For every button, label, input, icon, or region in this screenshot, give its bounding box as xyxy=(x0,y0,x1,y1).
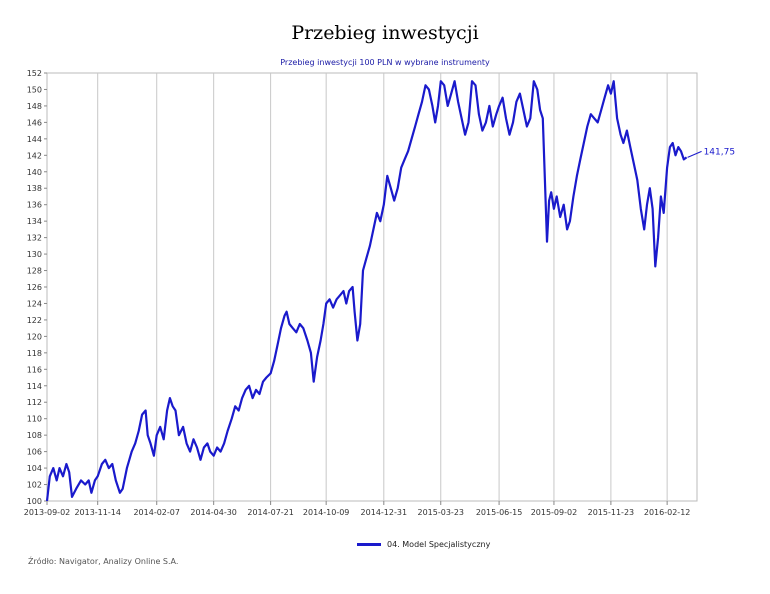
y-tick-label: 134 xyxy=(27,217,42,226)
x-tick-label: 2015-06-15 xyxy=(476,508,523,517)
y-tick-label: 144 xyxy=(27,135,42,144)
y-tick-label: 142 xyxy=(27,151,42,160)
source-note: Źródło: Navigator, Analizy Online S.A. xyxy=(28,557,179,566)
y-tick-label: 108 xyxy=(27,431,42,440)
legend: 04. Model Specjalistyczny xyxy=(357,540,490,549)
y-tick-label: 150 xyxy=(27,85,42,94)
y-tick-label: 138 xyxy=(27,184,42,193)
y-tick-label: 118 xyxy=(27,349,42,358)
x-tick-label: 2013-11-14 xyxy=(74,508,121,517)
y-tick-label: 148 xyxy=(27,102,42,111)
x-tick-label: 2015-03-23 xyxy=(418,508,465,517)
y-tick-label: 152 xyxy=(27,69,42,78)
y-tick-label: 126 xyxy=(27,283,42,292)
y-tick-label: 114 xyxy=(27,382,42,391)
y-tick-label: 100 xyxy=(27,497,42,506)
y-tick-label: 116 xyxy=(27,365,42,374)
y-tick-label: 120 xyxy=(27,332,42,341)
plot-frame xyxy=(46,72,698,502)
series-line xyxy=(45,80,688,502)
x-tick-label: 2013-09-02 xyxy=(24,508,71,517)
x-tick-label: 2014-02-07 xyxy=(133,508,180,517)
legend-label[interactable]: 04. Model Specjalistyczny xyxy=(387,540,491,549)
x-tick-label: 2014-12-31 xyxy=(361,508,408,517)
y-tick-label: 128 xyxy=(27,267,42,276)
y-tick-label: 124 xyxy=(27,299,42,308)
legend-swatch xyxy=(357,543,381,546)
x-tick-label: 2015-09-02 xyxy=(531,508,578,517)
y-tick-label: 136 xyxy=(27,201,42,210)
last-value-label: 141,75 xyxy=(704,147,736,157)
x-tick-label: 2014-10-09 xyxy=(303,508,350,517)
x-tick-label: 2015-11-23 xyxy=(588,508,635,517)
y-tick-label: 110 xyxy=(27,415,42,424)
x-tick-label: 2014-07-21 xyxy=(247,508,294,517)
x-tick-label: 2014-04-30 xyxy=(190,508,237,517)
y-tick-label: 130 xyxy=(27,250,42,259)
y-tick-label: 146 xyxy=(27,118,42,127)
y-tick-label: 112 xyxy=(27,398,42,407)
chart-title: Przebieg inwestycji xyxy=(291,22,479,44)
y-tick-label: 104 xyxy=(27,464,42,473)
last-value-leader xyxy=(687,150,702,158)
y-tick-label: 140 xyxy=(27,168,42,177)
y-tick-label: 132 xyxy=(27,234,42,243)
y-tick-label: 106 xyxy=(27,448,42,457)
y-tick-label: 122 xyxy=(27,316,42,325)
x-tick-label: 2016-02-12 xyxy=(644,508,691,517)
y-tick-label: 102 xyxy=(27,481,42,490)
chart-subtitle: Przebieg inwestycji 100 PLN w wybrane in… xyxy=(280,58,490,67)
